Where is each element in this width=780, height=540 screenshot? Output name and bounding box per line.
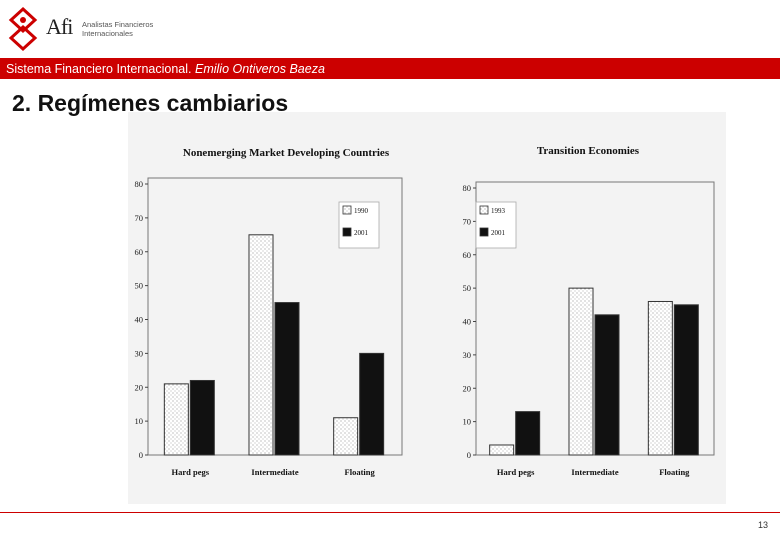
bar-2001-floating	[673, 304, 699, 456]
y-tick-label: 10	[463, 417, 472, 427]
bar-1990-intermediate	[248, 234, 274, 456]
banner-text: Sistema Financiero Internacional. Emilio…	[6, 62, 325, 76]
legend-label: 2001	[491, 229, 506, 237]
category-label: Floating	[345, 467, 376, 477]
chart-title-1: Nonemerging Market Developing Countries	[183, 147, 390, 159]
y-tick-label: 0	[467, 450, 471, 460]
slide-title: 2. Regímenes cambiarios	[12, 90, 289, 116]
y-tick-label: 60	[463, 250, 472, 260]
brand-name: Afi	[46, 14, 73, 39]
category-label: Floating	[659, 467, 690, 477]
y-tick-label: 20	[463, 383, 472, 393]
legend-swatch	[479, 205, 489, 215]
legend-swatch	[479, 227, 489, 237]
y-tick-label: 70	[463, 216, 472, 226]
afi-logo-icon	[8, 6, 38, 52]
category-label: Hard pegs	[172, 467, 210, 477]
legend-swatch	[342, 227, 352, 237]
y-tick-label: 40	[463, 317, 472, 327]
y-tick-label: 30	[135, 348, 144, 358]
y-tick-label: 50	[135, 281, 144, 291]
category-label: Intermediate	[251, 467, 298, 477]
bar-charts: Nonemerging Market Developing Countries 0…	[135, 145, 715, 477]
brand-subtitle: Analistas Financieros Internacionales	[82, 20, 162, 38]
page-number: 13	[757, 520, 768, 530]
bar-1990-floating	[333, 417, 359, 456]
y-tick-label: 0	[139, 450, 143, 460]
bar-2001-intermediate	[594, 314, 620, 456]
y-tick-label: 10	[135, 416, 144, 426]
y-tick-label: 70	[135, 213, 144, 223]
brand-subtitle-line1: Analistas Financieros	[82, 20, 154, 29]
legend-swatch	[342, 205, 352, 215]
chart-figure: Nonemerging Market Developing Countries 0…	[128, 112, 726, 504]
footer-divider	[0, 512, 780, 513]
banner-author: Emilio Ontiveros Baeza	[194, 62, 325, 76]
y-tick-label: 80	[135, 179, 144, 189]
y-tick-label: 60	[135, 247, 144, 257]
bar-2001-floating	[359, 352, 385, 456]
legend-label: 1993	[491, 207, 506, 215]
chart-title-2: Transition Economies	[537, 145, 640, 157]
bar-2001-hard-pegs	[189, 379, 215, 456]
legend-label: 2001	[354, 229, 369, 237]
category-label: Intermediate	[571, 467, 618, 477]
bar-2001-hard-pegs	[515, 411, 541, 456]
y-tick-label: 20	[135, 382, 144, 392]
course-banner: Sistema Financiero Internacional. Emilio…	[0, 58, 780, 79]
y-tick-label: 50	[463, 283, 472, 293]
bar-1993-intermediate	[568, 287, 594, 456]
legend-label: 1990	[354, 207, 369, 215]
y-tick-label: 30	[463, 350, 472, 360]
banner-course: Sistema Financiero Internacional.	[6, 62, 195, 76]
bar-1990-hard-pegs	[163, 383, 189, 456]
y-tick-label: 80	[463, 183, 472, 193]
y-tick-label: 40	[135, 315, 144, 325]
brand-subtitle-line2: Internacionales	[82, 29, 133, 38]
bar-1993-floating	[647, 300, 673, 456]
bar-1993-hard-pegs	[489, 444, 515, 456]
category-label: Hard pegs	[497, 467, 535, 477]
bar-2001-intermediate	[274, 302, 300, 456]
